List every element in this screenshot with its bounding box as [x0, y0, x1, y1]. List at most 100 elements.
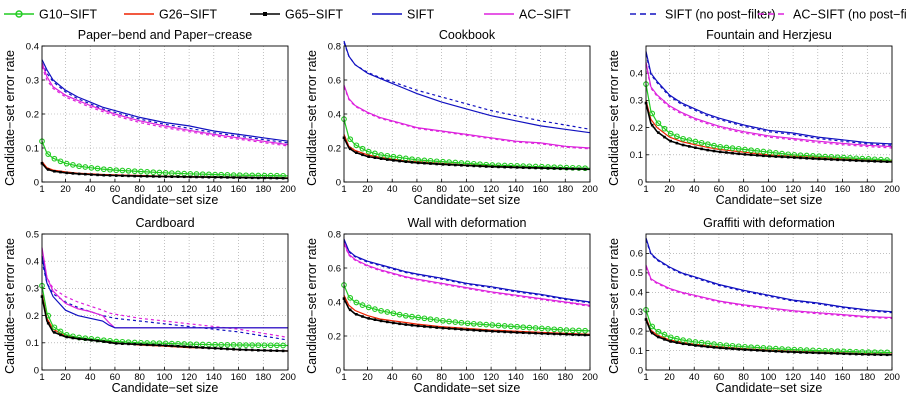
data-point [867, 353, 870, 356]
legend-label: AC−SIFT (no post−filter) [793, 8, 906, 22]
data-point [440, 317, 446, 324]
data-point [114, 174, 118, 177]
x-tick-label: 160 [231, 184, 247, 195]
x-tick-label: 100 [156, 184, 172, 195]
data-point [404, 323, 408, 326]
y-tick-label: 0 [34, 177, 39, 188]
axes-frame [645, 233, 893, 371]
legend-svg: G10−SIFT G26−SIFT G65−SIFT SIFT AC−SIFT SIFT … [4, 8, 906, 22]
data-point [255, 342, 262, 349]
data-point [661, 331, 668, 338]
legend-item-sift-no-post-filter: SIFT (no post−filter) [630, 8, 776, 22]
series-line [343, 243, 591, 307]
data-point [680, 337, 686, 343]
data-point [76, 163, 82, 170]
data-point [347, 295, 354, 301]
y-tick-label: 0.6 [328, 263, 341, 274]
data-point [711, 142, 717, 149]
data-point [762, 349, 765, 352]
y-tick-label: 0.1 [630, 150, 643, 161]
x-tick-label: 1 [341, 372, 346, 383]
series-ac-sift-no-post-filter [343, 86, 591, 150]
data-point [830, 352, 833, 355]
data-point [158, 175, 161, 178]
data-point [546, 167, 550, 170]
data-point [361, 315, 364, 318]
x-tick-label: 40 [85, 372, 96, 383]
data-point [848, 159, 852, 162]
data-point [748, 147, 754, 154]
series-line [343, 238, 591, 303]
data-point [663, 338, 666, 341]
data-point [82, 164, 89, 170]
data-point [429, 162, 432, 165]
data-point [274, 342, 280, 349]
data-point [700, 344, 703, 348]
data-point [836, 158, 839, 162]
y-tick-label: 0.4 [26, 41, 39, 52]
data-point [189, 345, 192, 349]
data-point [663, 135, 666, 139]
data-point [749, 348, 753, 352]
x-axis-label: Candidate−set size [414, 381, 521, 395]
data-point [497, 165, 500, 169]
data-point [176, 175, 180, 178]
panel-fountain-herzjesu: Fountain and Herzjesu 1 20 40 60 80 100 120 140 1… [604, 26, 906, 214]
data-point [182, 345, 186, 348]
data-point [367, 317, 370, 320]
y-tick-label: 0.3 [630, 96, 643, 107]
data-point [213, 347, 217, 350]
data-point [378, 152, 384, 158]
data-point [125, 167, 132, 174]
data-point [503, 330, 506, 334]
series-g65-sift [40, 295, 289, 353]
series-sift-no-post-filter [343, 240, 591, 304]
data-point [583, 167, 587, 171]
data-point [540, 166, 544, 170]
data-point [830, 158, 833, 161]
x-tick-label: 180 [255, 372, 271, 383]
x-tick-label: 40 [387, 372, 398, 383]
data-point [365, 148, 372, 155]
y-axis-label: Candidate−set error rate [607, 238, 621, 374]
data-point [390, 310, 397, 317]
legend-item-ac-sift: AC−SIFT [484, 8, 571, 22]
series-line [645, 51, 893, 145]
data-point [688, 343, 691, 346]
data-point [269, 349, 272, 352]
data-point [232, 348, 235, 351]
data-point [489, 322, 496, 328]
data-point [756, 349, 759, 352]
series-ac-sift-no-post-filter [343, 243, 591, 307]
data-point [582, 165, 588, 172]
data-point [718, 150, 722, 154]
data-point [793, 156, 796, 159]
data-point [717, 143, 724, 150]
data-point [742, 146, 748, 153]
y-tick-label: 0.5 [26, 229, 39, 240]
data-point [661, 125, 668, 132]
data-point [534, 166, 537, 170]
data-point [84, 338, 87, 341]
y-axis-label: Candidate−set error rate [305, 50, 319, 186]
series-line [343, 294, 591, 335]
data-point [649, 110, 656, 117]
data-point [559, 167, 562, 170]
x-tick-label: 100 [458, 372, 474, 383]
data-point [435, 162, 438, 166]
data-point [59, 170, 62, 174]
series-sift-no-post-filter [645, 54, 893, 146]
y-axis-label: Candidate−set error rate [3, 50, 17, 186]
data-point [577, 333, 581, 337]
x-tick-label: 1 [39, 184, 44, 195]
data-point [447, 163, 451, 166]
series-line [41, 140, 289, 177]
data-point [674, 133, 680, 140]
data-point [735, 145, 742, 152]
data-point [94, 165, 101, 172]
y-tick-label: 0 [34, 365, 39, 376]
x-tick-label: 160 [533, 372, 549, 383]
x-tick-label: 80 [436, 184, 447, 195]
data-point [441, 326, 445, 330]
